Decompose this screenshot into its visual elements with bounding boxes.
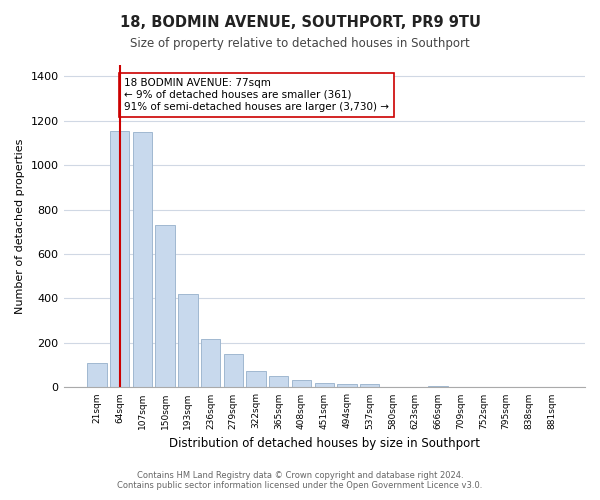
Bar: [360, 384, 379, 388]
Bar: [224, 354, 243, 388]
Text: 18, BODMIN AVENUE, SOUTHPORT, PR9 9TU: 18, BODMIN AVENUE, SOUTHPORT, PR9 9TU: [119, 15, 481, 30]
Y-axis label: Number of detached properties: Number of detached properties: [15, 138, 25, 314]
Bar: [314, 383, 334, 388]
Bar: [178, 294, 197, 388]
Bar: [247, 371, 266, 388]
Bar: [133, 132, 152, 388]
Bar: [337, 384, 356, 388]
Bar: [87, 363, 107, 388]
Text: Contains HM Land Registry data © Crown copyright and database right 2024.
Contai: Contains HM Land Registry data © Crown c…: [118, 470, 482, 490]
Bar: [155, 225, 175, 388]
Text: Size of property relative to detached houses in Southport: Size of property relative to detached ho…: [130, 38, 470, 51]
Bar: [201, 338, 220, 388]
Text: 18 BODMIN AVENUE: 77sqm
← 9% of detached houses are smaller (361)
91% of semi-de: 18 BODMIN AVENUE: 77sqm ← 9% of detached…: [124, 78, 389, 112]
Bar: [269, 376, 289, 388]
Bar: [110, 130, 130, 388]
Bar: [292, 380, 311, 388]
Bar: [428, 386, 448, 388]
X-axis label: Distribution of detached houses by size in Southport: Distribution of detached houses by size …: [169, 437, 480, 450]
